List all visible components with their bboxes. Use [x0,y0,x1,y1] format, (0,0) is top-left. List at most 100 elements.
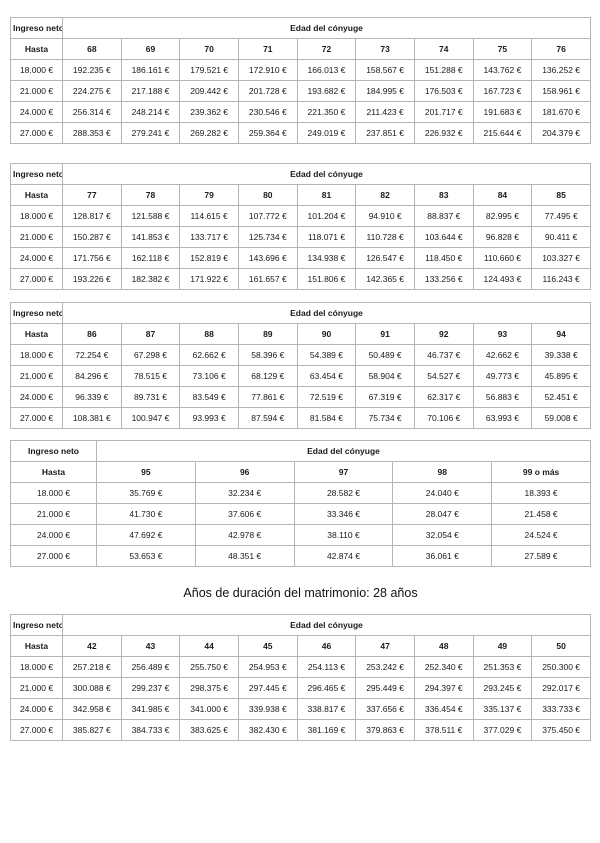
amount-cell: 53.653 € [96,545,196,567]
table-ages-86-94: Ingreso neto Edad del cónyuge Hasta 86 87 88 8… [10,302,591,429]
amount-cell: 72.254 € [62,344,122,366]
amount-cell: 217.188 € [120,80,181,102]
amount-cell: 384.733 € [120,719,181,741]
amount-cell: 32.234 € [194,482,295,504]
amount-cell: 292.017 € [531,677,591,699]
amount-cell: 181.670 € [531,101,591,123]
amount-cell: 293.245 € [472,677,533,699]
income-cell: 18.000 € [10,482,97,504]
table-row: 24.000 €47.692 €42.978 €38.110 €32.054 €… [10,524,591,546]
amount-cell: 224.275 € [62,80,122,102]
amount-cell: 62.317 € [413,386,474,408]
amount-cell: 341.985 € [120,698,181,720]
table-row: 21.000 €41.730 €37.606 €33.346 €28.047 €… [10,503,591,525]
amount-cell: 114.615 € [179,205,239,227]
age-column-header: 78 [120,184,181,206]
amount-cell: 103.644 € [413,226,474,248]
age-column-header: 48 [413,635,474,657]
amount-cell: 377.029 € [472,719,533,741]
amount-cell: 166.013 € [296,59,357,81]
age-column-header: 47 [355,635,415,657]
hasta-header: Hasta [10,635,63,657]
amount-cell: 201.717 € [413,101,474,123]
table-row: 21.000 €224.275 €217.188 €209.442 €201.7… [10,80,591,102]
amount-cell: 296.465 € [296,677,357,699]
amount-cell: 151.288 € [413,59,474,81]
amount-cell: 37.606 € [194,503,295,525]
amount-cell: 49.773 € [472,365,533,387]
age-column-header: 90 [296,323,357,345]
amount-cell: 297.445 € [237,677,298,699]
age-column-header: 72 [296,38,357,60]
amount-cell: 67.319 € [355,386,415,408]
amount-cell: 100.947 € [120,407,181,429]
income-cell: 21.000 € [10,80,63,102]
amount-cell: 256.489 € [120,656,181,678]
table-row: 27.000 €53.653 €48.351 €42.874 €36.061 €… [10,545,591,567]
age-column-header: 98 [392,461,493,483]
income-cell: 18.000 € [10,656,63,678]
amount-cell: 77.495 € [531,205,591,227]
amount-cell: 94.910 € [355,205,415,227]
amount-cell: 193.226 € [62,268,122,290]
amount-cell: 221.350 € [296,101,357,123]
table-row: 21.000 €300.088 €299.237 €298.375 €297.4… [10,677,591,699]
amount-cell: 182.382 € [120,268,181,290]
amount-cell: 288.353 € [62,122,122,144]
age-column-header: 89 [237,323,298,345]
amount-cell: 143.696 € [237,247,298,269]
table-row: 24.000 €256.314 €248.214 €239.362 €230.5… [10,101,591,123]
amount-cell: 184.995 € [355,80,415,102]
amount-cell: 36.061 € [392,545,493,567]
amount-cell: 248.214 € [120,101,181,123]
amount-cell: 63.993 € [472,407,533,429]
income-cell: 27.000 € [10,407,63,429]
amount-cell: 121.588 € [120,205,181,227]
amount-cell: 141.853 € [120,226,181,248]
amount-cell: 209.442 € [179,80,239,102]
age-column-header: 91 [355,323,415,345]
table-row: 18.000 €35.769 €32.234 €28.582 €24.040 €… [10,482,591,504]
amount-cell: 152.819 € [179,247,239,269]
amount-cell: 18.393 € [491,482,591,504]
amount-cell: 54.389 € [296,344,357,366]
amount-cell: 28.047 € [392,503,493,525]
amount-cell: 250.300 € [531,656,591,678]
age-column-header: 75 [472,38,533,60]
amount-cell: 47.692 € [96,524,196,546]
amount-cell: 226.932 € [413,122,474,144]
amount-cell: 46.737 € [413,344,474,366]
age-column-header: 85 [531,184,591,206]
income-net-header: Ingreso neto [10,440,97,462]
age-column-header: 84 [472,184,533,206]
income-cell: 18.000 € [10,59,63,81]
age-column-header: 77 [62,184,122,206]
age-column-header: 44 [179,635,239,657]
amount-cell: 341.000 € [179,698,239,720]
table-ages-68-76: Ingreso neto Edad del cónyuge Hasta 68 69 70 7… [10,17,591,144]
age-column-header: 87 [120,323,181,345]
hasta-header: Hasta [10,184,63,206]
amount-cell: 375.450 € [531,719,591,741]
table-row: 18.000 €72.254 €67.298 €62.662 €58.396 €… [10,344,591,366]
hasta-header: Hasta [10,323,63,345]
table-ages-95-99: Ingreso neto Edad del cónyuge Hasta 95 96 97 9… [10,440,591,567]
income-age-table: Ingreso neto Edad del cónyuge Hasta 95 96 97 9… [10,440,591,567]
amount-cell: 171.756 € [62,247,122,269]
amount-cell: 342.958 € [62,698,122,720]
amount-cell: 125.734 € [237,226,298,248]
amount-cell: 176.503 € [413,80,474,102]
amount-cell: 38.110 € [293,524,394,546]
amount-cell: 295.449 € [355,677,415,699]
income-net-header: Ingreso neto [10,614,63,636]
amount-cell: 158.961 € [531,80,591,102]
amount-cell: 204.379 € [531,122,591,144]
amount-cell: 118.450 € [413,247,474,269]
income-cell: 18.000 € [10,344,63,366]
amount-cell: 81.584 € [296,407,357,429]
amount-cell: 162.118 € [120,247,181,269]
amount-cell: 335.137 € [472,698,533,720]
amount-cell: 101.204 € [296,205,357,227]
amount-cell: 179.521 € [179,59,239,81]
age-column-header: 79 [179,184,239,206]
